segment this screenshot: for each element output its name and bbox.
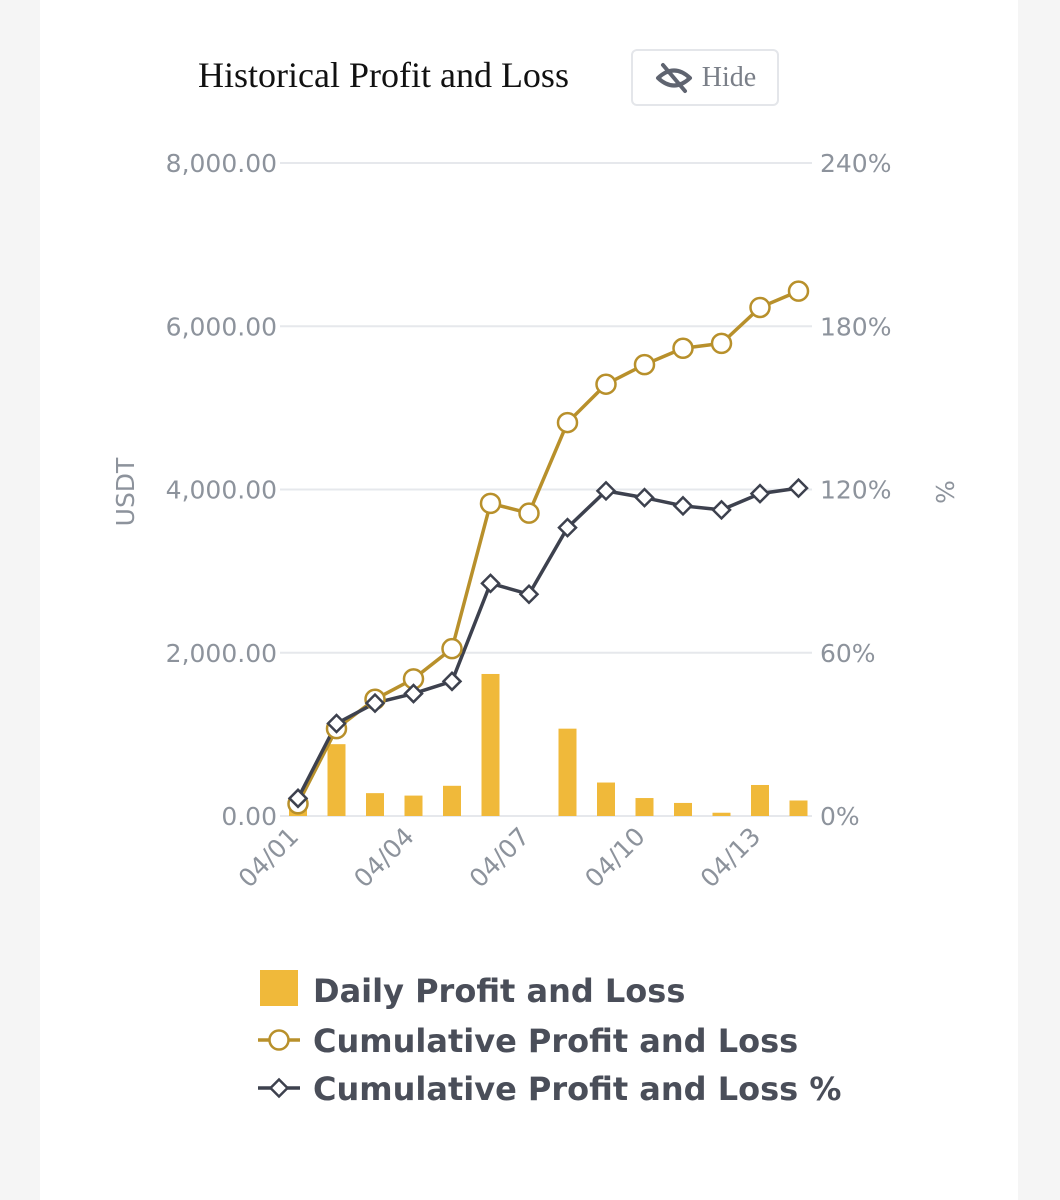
cumulative-point xyxy=(787,280,810,302)
cumulative-point xyxy=(441,637,463,660)
percent-point xyxy=(287,788,309,809)
bar xyxy=(366,793,384,816)
bar xyxy=(597,782,615,816)
percent-point xyxy=(326,713,347,734)
legend-label: Daily Profit and Loss xyxy=(313,972,685,1010)
percent-point xyxy=(595,480,617,502)
percent-point xyxy=(634,487,655,508)
x-tick-label: 04/07 xyxy=(464,822,535,893)
percent-point xyxy=(672,495,694,517)
percent-point xyxy=(518,583,540,605)
percent-point xyxy=(557,517,578,538)
chart-title: Historical Profit and Loss xyxy=(198,55,569,95)
eye-off-icon xyxy=(655,62,692,93)
bar xyxy=(674,802,692,816)
percent-line xyxy=(296,486,799,800)
hide-button-label: Hide xyxy=(701,61,757,93)
y2-tick-label: 0% xyxy=(820,802,860,831)
x-tick-label: 04/01 xyxy=(233,822,304,893)
y-tick-label: 4,000.00 xyxy=(166,476,277,505)
y-tick-label: 6,000.00 xyxy=(166,312,277,341)
x-tick-label: 04/10 xyxy=(579,822,650,893)
cumulative-point xyxy=(518,502,540,524)
cumulative-line xyxy=(296,289,800,805)
bar xyxy=(404,795,423,816)
y-tick-label: 2,000.00 xyxy=(166,639,277,668)
bar xyxy=(789,800,808,816)
percent-point xyxy=(441,671,463,692)
percent-point xyxy=(749,483,771,504)
percent-point xyxy=(403,683,424,704)
y2-tick-label: 240% xyxy=(820,149,891,178)
percent-point xyxy=(788,477,809,499)
bar xyxy=(635,798,654,816)
y-tick-label: 8,000.00 xyxy=(166,149,277,178)
legend-label: Cumulative Profit and Loss % xyxy=(313,1070,841,1108)
bar xyxy=(751,784,769,816)
bar xyxy=(712,812,731,816)
legend-label: Cumulative Profit and Loss xyxy=(313,1022,798,1060)
y2-axis-title: % xyxy=(930,480,959,504)
y2-tick-label: 120% xyxy=(820,476,891,505)
legend-swatch-circle xyxy=(268,1029,290,1051)
y-tick-label: 0.00 xyxy=(221,802,277,831)
cumulative-point xyxy=(556,411,579,434)
bar xyxy=(443,785,461,816)
bar xyxy=(558,728,577,816)
percent-point xyxy=(364,692,386,714)
legend-swatch-diamond xyxy=(268,1077,290,1099)
y-axis-title: USDT xyxy=(111,457,140,526)
legend-swatch-bar xyxy=(260,970,298,1006)
bar xyxy=(481,673,500,816)
cumulative-point xyxy=(672,337,694,360)
cumulative-point xyxy=(479,492,502,515)
cumulative-point xyxy=(595,373,617,395)
cumulative-point xyxy=(633,353,656,376)
bar xyxy=(327,744,346,816)
percent-point xyxy=(480,573,501,594)
y2-tick-label: 180% xyxy=(820,312,891,341)
cumulative-point xyxy=(710,332,733,355)
percent-point xyxy=(711,499,732,521)
cumulative-point xyxy=(749,296,771,319)
y2-tick-label: 60% xyxy=(820,639,876,668)
x-tick-label: 04/04 xyxy=(348,822,419,893)
x-tick-label: 04/13 xyxy=(695,822,766,893)
hide-button[interactable]: Hide xyxy=(631,49,779,106)
